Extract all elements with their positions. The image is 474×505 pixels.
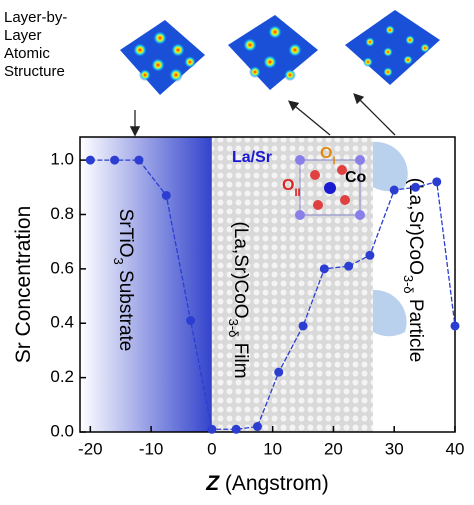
x-tick-label: -20 xyxy=(78,439,103,458)
caption-line: Layer xyxy=(4,27,42,44)
data-point xyxy=(252,422,262,432)
region xyxy=(211,137,373,432)
text-part: (La,Sr)CoO xyxy=(230,221,251,318)
caption-line: Structure xyxy=(4,63,65,80)
data-point xyxy=(134,155,144,165)
inset-label: Co xyxy=(345,169,367,186)
data-point xyxy=(110,155,120,165)
text-part: (La,Sr)CoO xyxy=(405,178,426,275)
atom xyxy=(295,210,305,220)
text-part: (Angstrom) xyxy=(219,472,329,495)
data-point xyxy=(298,321,308,331)
data-point xyxy=(319,264,329,274)
subscript: I xyxy=(332,155,335,167)
subscript: 3-δ xyxy=(401,275,416,294)
data-point xyxy=(85,155,95,165)
particle-shape xyxy=(372,141,408,187)
plot-frame xyxy=(79,136,456,433)
x-tick-label: 0 xyxy=(207,439,216,458)
annotation: OII xyxy=(282,177,301,199)
data-point xyxy=(389,185,399,195)
text-part: O xyxy=(282,177,294,194)
region xyxy=(80,137,212,432)
atom xyxy=(355,155,365,165)
subscript: 3 xyxy=(111,258,126,265)
atom xyxy=(355,210,365,220)
unit-cell xyxy=(299,159,361,216)
text-part: Film xyxy=(230,337,251,378)
data-point xyxy=(365,250,375,260)
atom xyxy=(324,182,336,194)
x-tick-label: 10 xyxy=(263,439,282,458)
surface-images xyxy=(120,10,440,137)
annotation: (La,Sr)CoO3-δ Film xyxy=(226,221,251,378)
annotation: Z (Angstrom) xyxy=(205,472,329,495)
y-tick-label: 0.8 xyxy=(50,204,74,223)
y-tick-label: 1.0 xyxy=(50,150,74,169)
data-point xyxy=(231,424,241,434)
y-tick-label: 0.6 xyxy=(50,258,74,277)
data-point xyxy=(344,261,354,271)
text-part: Particle xyxy=(405,294,426,363)
x-tick-label: 20 xyxy=(324,439,343,458)
data-point xyxy=(186,316,196,326)
subscript: II xyxy=(294,187,300,199)
data-point xyxy=(207,424,217,434)
data-point xyxy=(450,321,460,331)
atom xyxy=(313,200,323,210)
y-tick-label: 0.2 xyxy=(50,367,74,386)
x-tick-label: 30 xyxy=(385,439,404,458)
caption-line: Atomic xyxy=(4,45,50,62)
y-tick-label: 0.0 xyxy=(50,421,74,440)
particle-shape xyxy=(372,332,405,337)
atom xyxy=(295,155,305,165)
x-tick-label: -10 xyxy=(139,439,164,458)
text-part: O xyxy=(320,145,332,162)
text-part: Z xyxy=(205,472,220,495)
data-point xyxy=(410,182,420,192)
data-point xyxy=(161,190,171,200)
text-part: SrTiO xyxy=(115,209,136,258)
data-point xyxy=(274,367,284,377)
plot: SrTiO3 Substrate (La,Sr)CoO3-δ Film(La,Sr… xyxy=(12,136,465,495)
inset-label: La/Sr xyxy=(232,149,272,166)
atom xyxy=(337,165,347,175)
y-axis-label: Sr Concentration xyxy=(12,206,35,364)
particle-shape xyxy=(372,289,407,332)
crystal-inset xyxy=(295,155,365,220)
annotation: (La,Sr)CoO3-δ Particle xyxy=(401,178,426,363)
text-part: Substrate xyxy=(115,265,136,352)
x-tick-label: 40 xyxy=(446,439,465,458)
data-point xyxy=(432,177,442,187)
subscript: 3-δ xyxy=(226,319,241,338)
atom xyxy=(340,195,350,205)
atom xyxy=(310,170,320,180)
y-tick-label: 0.4 xyxy=(50,313,74,332)
annotation: OI xyxy=(320,145,336,167)
annotation: SrTiO3 Substrate xyxy=(111,209,136,352)
caption-line: Layer-by- xyxy=(4,9,67,26)
